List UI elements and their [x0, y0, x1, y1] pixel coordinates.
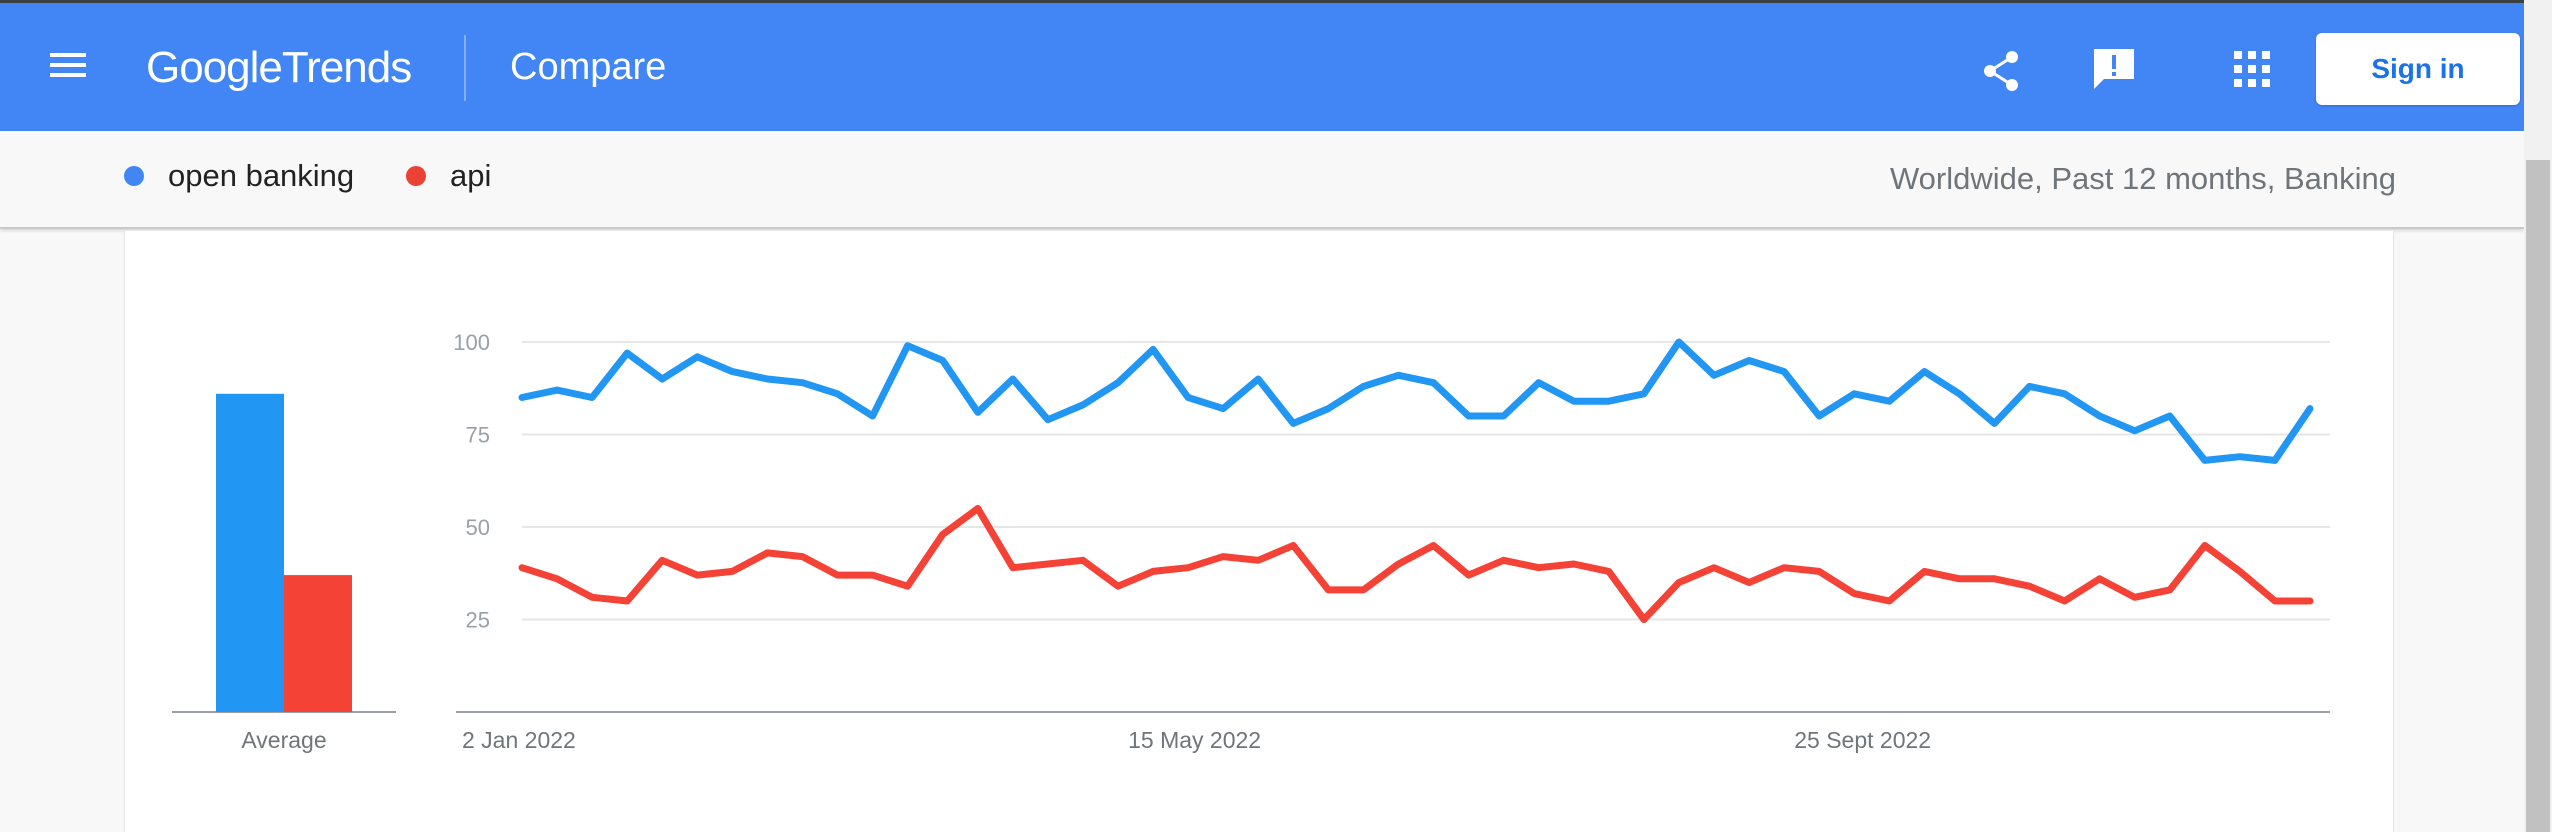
x-tick-label: 2 Jan 2022	[462, 727, 576, 753]
y-tick-label: 25	[466, 608, 490, 633]
average-bar-open-banking	[216, 394, 284, 712]
scrollbar-thumb[interactable]	[2526, 160, 2550, 832]
x-tick-label: 15 May 2022	[1128, 727, 1261, 753]
series-line-api	[522, 509, 2310, 620]
series-line-open-banking	[522, 342, 2310, 460]
y-tick-label: 100	[453, 330, 490, 355]
y-tick-label: 75	[466, 423, 490, 448]
x-tick-label: 25 Sept 2022	[1794, 727, 1931, 753]
y-tick-label: 50	[466, 515, 490, 540]
average-bar-api	[284, 575, 352, 712]
average-label: Average	[241, 727, 326, 753]
